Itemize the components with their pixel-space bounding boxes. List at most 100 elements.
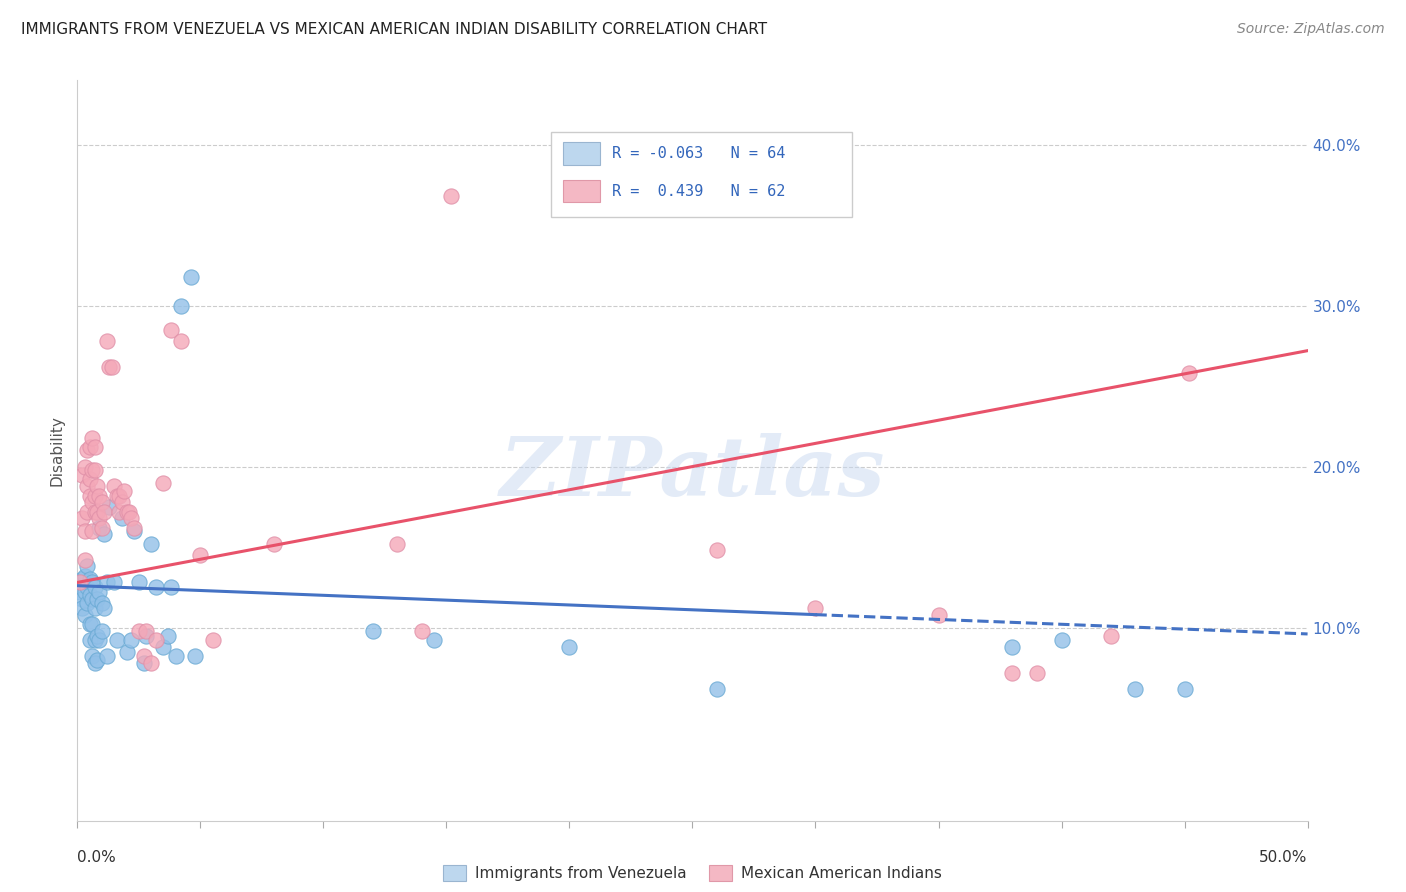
Point — [93, 601, 115, 615]
Point — [96, 575, 118, 590]
Point — [184, 649, 207, 664]
Point — [79, 489, 101, 503]
Point — [90, 521, 114, 535]
Point — [96, 334, 118, 348]
Point — [128, 575, 150, 590]
Point — [112, 483, 135, 498]
Point — [1050, 633, 1073, 648]
Point — [135, 624, 157, 638]
Point — [79, 633, 101, 648]
Point — [83, 440, 105, 454]
Point — [558, 640, 581, 654]
Point — [132, 649, 155, 664]
Point — [157, 628, 180, 642]
Point — [201, 633, 224, 648]
Point — [79, 588, 101, 602]
Point — [128, 624, 150, 638]
Point — [86, 505, 108, 519]
Point — [121, 633, 143, 648]
Point — [111, 511, 132, 525]
Point — [86, 591, 108, 606]
Point — [145, 633, 167, 648]
Point — [160, 323, 183, 337]
Point — [73, 585, 96, 599]
Point — [160, 580, 183, 594]
Point — [76, 479, 98, 493]
Point — [122, 521, 145, 535]
Point — [82, 463, 104, 477]
Point — [115, 505, 138, 519]
Text: 0.0%: 0.0% — [77, 849, 117, 864]
Point — [70, 572, 93, 586]
Point — [361, 624, 384, 638]
Point — [83, 656, 105, 670]
Point — [89, 521, 111, 535]
Point — [89, 489, 111, 503]
Point — [804, 601, 827, 615]
Point — [706, 543, 728, 558]
Text: IMMIGRANTS FROM VENEZUELA VS MEXICAN AMERICAN INDIAN DISABILITY CORRELATION CHAR: IMMIGRANTS FROM VENEZUELA VS MEXICAN AME… — [21, 22, 768, 37]
Point — [1001, 665, 1024, 680]
Point — [558, 186, 581, 200]
Point — [79, 440, 101, 454]
Point — [96, 649, 118, 664]
Point — [89, 585, 111, 599]
Point — [93, 527, 115, 541]
Point — [152, 640, 174, 654]
Point — [90, 495, 114, 509]
Point — [111, 495, 132, 509]
Point — [165, 649, 187, 664]
Point — [105, 489, 128, 503]
FancyBboxPatch shape — [564, 180, 600, 202]
Point — [70, 467, 93, 482]
Point — [121, 511, 143, 525]
Point — [69, 575, 91, 590]
Text: Source: ZipAtlas.com: Source: ZipAtlas.com — [1237, 22, 1385, 37]
Point — [69, 575, 91, 590]
Point — [411, 624, 433, 638]
Point — [86, 505, 108, 519]
Point — [180, 269, 202, 284]
Point — [93, 505, 115, 519]
Point — [83, 505, 105, 519]
Point — [73, 607, 96, 622]
Point — [188, 548, 212, 562]
Point — [928, 607, 950, 622]
Point — [263, 537, 285, 551]
FancyBboxPatch shape — [551, 132, 852, 218]
Text: 50.0%: 50.0% — [1260, 849, 1308, 864]
Point — [1026, 665, 1049, 680]
Point — [83, 601, 105, 615]
Point — [90, 596, 114, 610]
Point — [105, 633, 128, 648]
Point — [152, 475, 174, 490]
Point — [89, 633, 111, 648]
Point — [76, 443, 98, 458]
Text: R = -0.063   N = 64: R = -0.063 N = 64 — [613, 146, 786, 161]
Point — [70, 591, 93, 606]
Point — [108, 489, 131, 503]
Point — [103, 479, 125, 493]
Point — [101, 359, 124, 374]
Point — [82, 431, 104, 445]
Point — [73, 524, 96, 538]
Text: ZIPatlas: ZIPatlas — [499, 433, 886, 513]
Point — [98, 500, 121, 514]
Point — [1001, 640, 1024, 654]
Point — [86, 653, 108, 667]
Point — [82, 649, 104, 664]
Point — [79, 572, 101, 586]
Point — [1178, 366, 1201, 380]
Point — [76, 596, 98, 610]
Point — [73, 553, 96, 567]
Point — [73, 569, 96, 583]
Point — [108, 505, 131, 519]
Point — [90, 624, 114, 638]
Point — [141, 656, 163, 670]
Point — [86, 479, 108, 493]
Point — [145, 580, 167, 594]
Point — [70, 511, 93, 525]
Point — [82, 524, 104, 538]
Point — [440, 189, 463, 203]
Point — [385, 537, 409, 551]
